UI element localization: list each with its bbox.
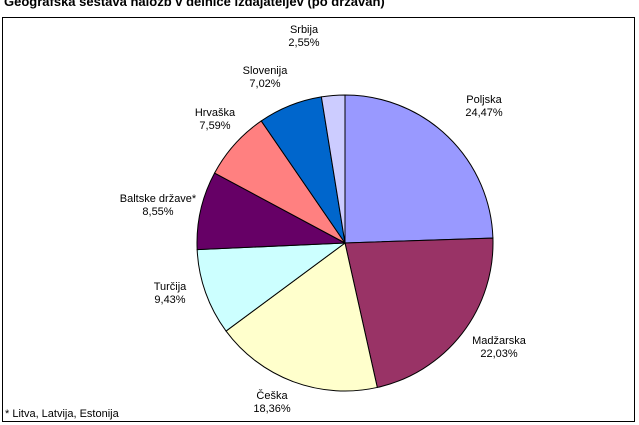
slice-value-5: 8,55% xyxy=(142,206,173,218)
chart-area: Poljska 24,47% Madžarska 22,03% Češka 18,36% T… xyxy=(2,17,635,422)
slice-label-4: Turčija xyxy=(154,281,187,293)
slice-label-8: Srbija xyxy=(290,24,319,36)
pie-slice-1 xyxy=(344,94,494,244)
slice-label-2: Madžarska xyxy=(472,335,527,347)
slice-label-7: Slovenija xyxy=(243,65,289,77)
pie-slice-3 xyxy=(225,242,378,392)
slice-label-6: Hrvaška xyxy=(195,107,236,119)
pie-slice-4 xyxy=(196,242,347,332)
slice-value-3: 18,36% xyxy=(253,403,291,415)
pie-slice-2 xyxy=(344,237,494,389)
slice-value-1: 24,47% xyxy=(465,107,503,119)
slice-value-8: 2,55% xyxy=(288,37,319,49)
slice-value-6: 7,59% xyxy=(199,120,230,132)
slice-label-1: Poljska xyxy=(466,94,502,106)
slice-value-7: 7,02% xyxy=(249,78,280,90)
slice-value-4: 9,43% xyxy=(154,294,185,306)
chart-title: Geografska sestava naložb v delnice izda… xyxy=(4,0,385,9)
slice-label-3: Češka xyxy=(256,389,288,402)
footnote: * Litva, Latvija, Estonija xyxy=(5,408,119,420)
slice-value-2: 22,03% xyxy=(480,348,518,360)
pie-slice-8 xyxy=(320,94,346,244)
slice-label-5: Baltske države* xyxy=(120,193,197,205)
title-strip: Geografska sestava naložb v delnice izda… xyxy=(0,0,639,17)
